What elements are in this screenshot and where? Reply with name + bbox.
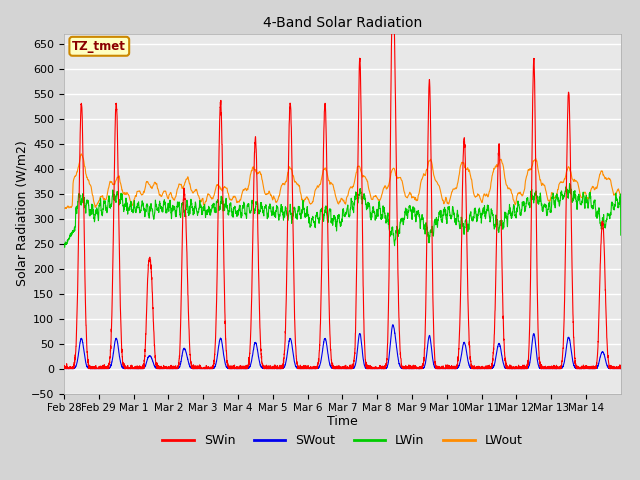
SWin bbox=[393, 204, 401, 210]
SWin bbox=[175, 353, 183, 359]
SWout bbox=[389, 322, 397, 328]
SWout bbox=[60, 366, 68, 372]
Line: LWout: LWout bbox=[64, 154, 621, 209]
SWin bbox=[523, 366, 531, 372]
LWin bbox=[537, 197, 545, 203]
SWin bbox=[363, 364, 371, 370]
SWin bbox=[495, 150, 503, 156]
LWout bbox=[537, 179, 545, 185]
LWin bbox=[566, 181, 573, 187]
SWout bbox=[393, 348, 401, 354]
SWout bbox=[495, 341, 503, 347]
LWout bbox=[617, 200, 625, 205]
Line: SWout: SWout bbox=[64, 325, 621, 369]
SWout bbox=[60, 366, 68, 372]
SWout bbox=[176, 364, 184, 370]
LWin bbox=[523, 198, 531, 204]
Title: 4-Band Solar Radiation: 4-Band Solar Radiation bbox=[263, 16, 422, 30]
LWout bbox=[393, 174, 401, 180]
SWin bbox=[537, 364, 545, 370]
LWout bbox=[176, 181, 184, 187]
LWin bbox=[617, 232, 625, 238]
SWin bbox=[60, 366, 68, 372]
Text: TZ_tmet: TZ_tmet bbox=[72, 40, 126, 53]
LWin bbox=[60, 241, 68, 247]
LWout bbox=[523, 173, 531, 179]
Y-axis label: Solar Radiation (W/m2): Solar Radiation (W/m2) bbox=[15, 141, 28, 287]
Line: SWin: SWin bbox=[64, 0, 621, 369]
LWin bbox=[495, 226, 503, 231]
LWout bbox=[364, 179, 371, 184]
LWin bbox=[176, 208, 184, 214]
Legend: SWin, SWout, LWin, LWout: SWin, SWout, LWin, LWout bbox=[157, 429, 527, 452]
LWin bbox=[393, 226, 401, 231]
SWout bbox=[537, 366, 545, 372]
LWout bbox=[60, 206, 68, 212]
SWout bbox=[617, 366, 625, 372]
LWin bbox=[61, 244, 68, 250]
Line: LWin: LWin bbox=[64, 184, 621, 247]
SWin bbox=[617, 366, 625, 372]
LWin bbox=[364, 204, 371, 209]
X-axis label: Time: Time bbox=[327, 415, 358, 428]
LWout bbox=[495, 159, 503, 165]
SWout bbox=[523, 365, 531, 371]
LWout bbox=[77, 151, 85, 157]
SWout bbox=[364, 366, 371, 372]
